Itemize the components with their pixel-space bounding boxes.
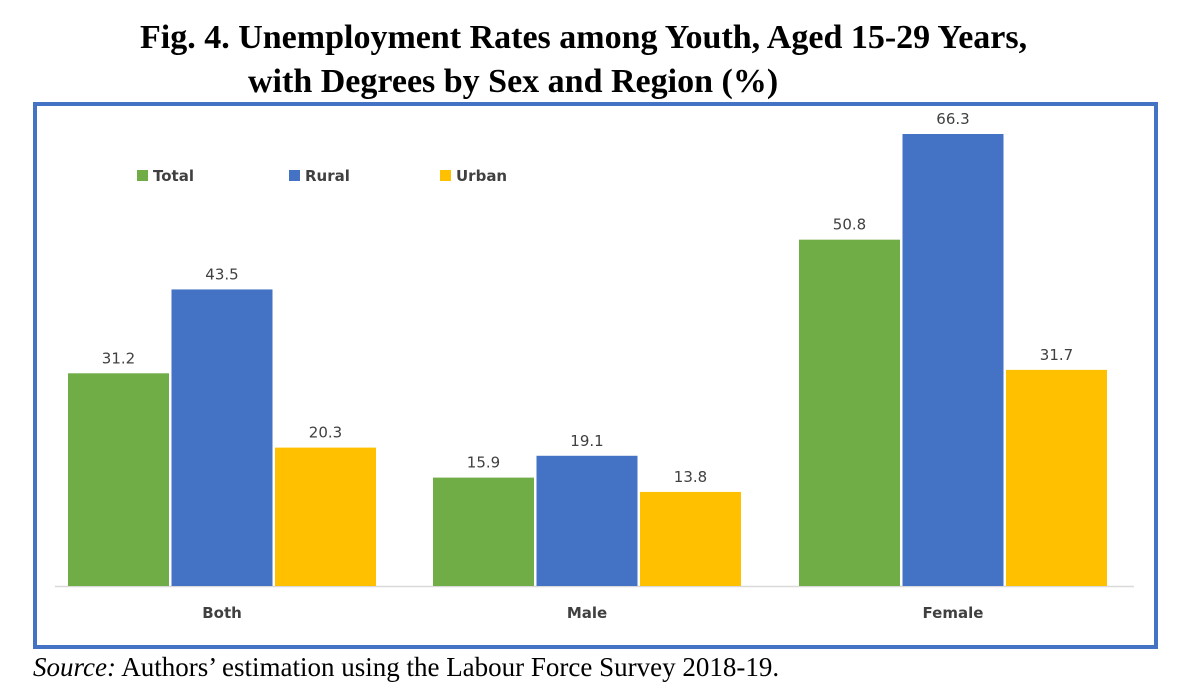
- data-label-female-rural: 66.3: [936, 110, 969, 128]
- bar-female-urban: [1006, 369, 1107, 586]
- bar-male-rural: [536, 455, 638, 586]
- data-label-both-urban: 20.3: [309, 424, 342, 442]
- data-label-female-total: 50.8: [833, 216, 866, 234]
- bar-both-total: [68, 373, 169, 586]
- x-tick-label-both: Both: [202, 604, 242, 622]
- data-label-male-total: 15.9: [467, 454, 500, 472]
- bar-both-rural: [171, 289, 273, 586]
- x-tick-label-male: Male: [567, 604, 607, 622]
- legend-label-urban: Urban: [456, 167, 507, 185]
- data-label-male-rural: 19.1: [570, 432, 603, 450]
- figure-title-line1: Fig. 4. Unemployment Rates among Youth, …: [140, 19, 1028, 56]
- source-text: Authors’ estimation using the Labour For…: [115, 652, 780, 682]
- bar-female-rural: [902, 134, 1004, 586]
- bar-male-total: [433, 477, 534, 586]
- bar-chart: 31.2 43.5 20.3 Both 15.9 19.1 13.8 Male 50.8 66.3…: [55, 110, 1134, 622]
- bar-both-urban: [275, 447, 376, 586]
- legend-label-total: Total: [153, 167, 194, 185]
- bar-male-urban: [640, 491, 741, 586]
- legend-label-rural: Rural: [305, 167, 350, 185]
- x-tick-label-female: Female: [923, 604, 984, 622]
- chart-frame: 31.2 43.5 20.3 Both 15.9 19.1 13.8 Male 50.8 66.3…: [33, 102, 1158, 649]
- data-label-male-urban: 13.8: [674, 468, 707, 486]
- legend-swatch-rural: [289, 170, 300, 181]
- source-label: Source:: [33, 652, 116, 682]
- legend-swatch-total: [137, 170, 148, 181]
- data-label-female-urban: 31.7: [1040, 346, 1073, 364]
- bar-female-total: [799, 239, 900, 586]
- data-label-both-rural: 43.5: [205, 265, 238, 283]
- legend-swatch-urban: [440, 170, 451, 181]
- data-label-both-total: 31.2: [102, 349, 135, 367]
- source-note: Source: Authors’ estimation using the La…: [33, 652, 779, 683]
- figure-title-line2: with Degrees by Sex and Region (%): [248, 63, 779, 100]
